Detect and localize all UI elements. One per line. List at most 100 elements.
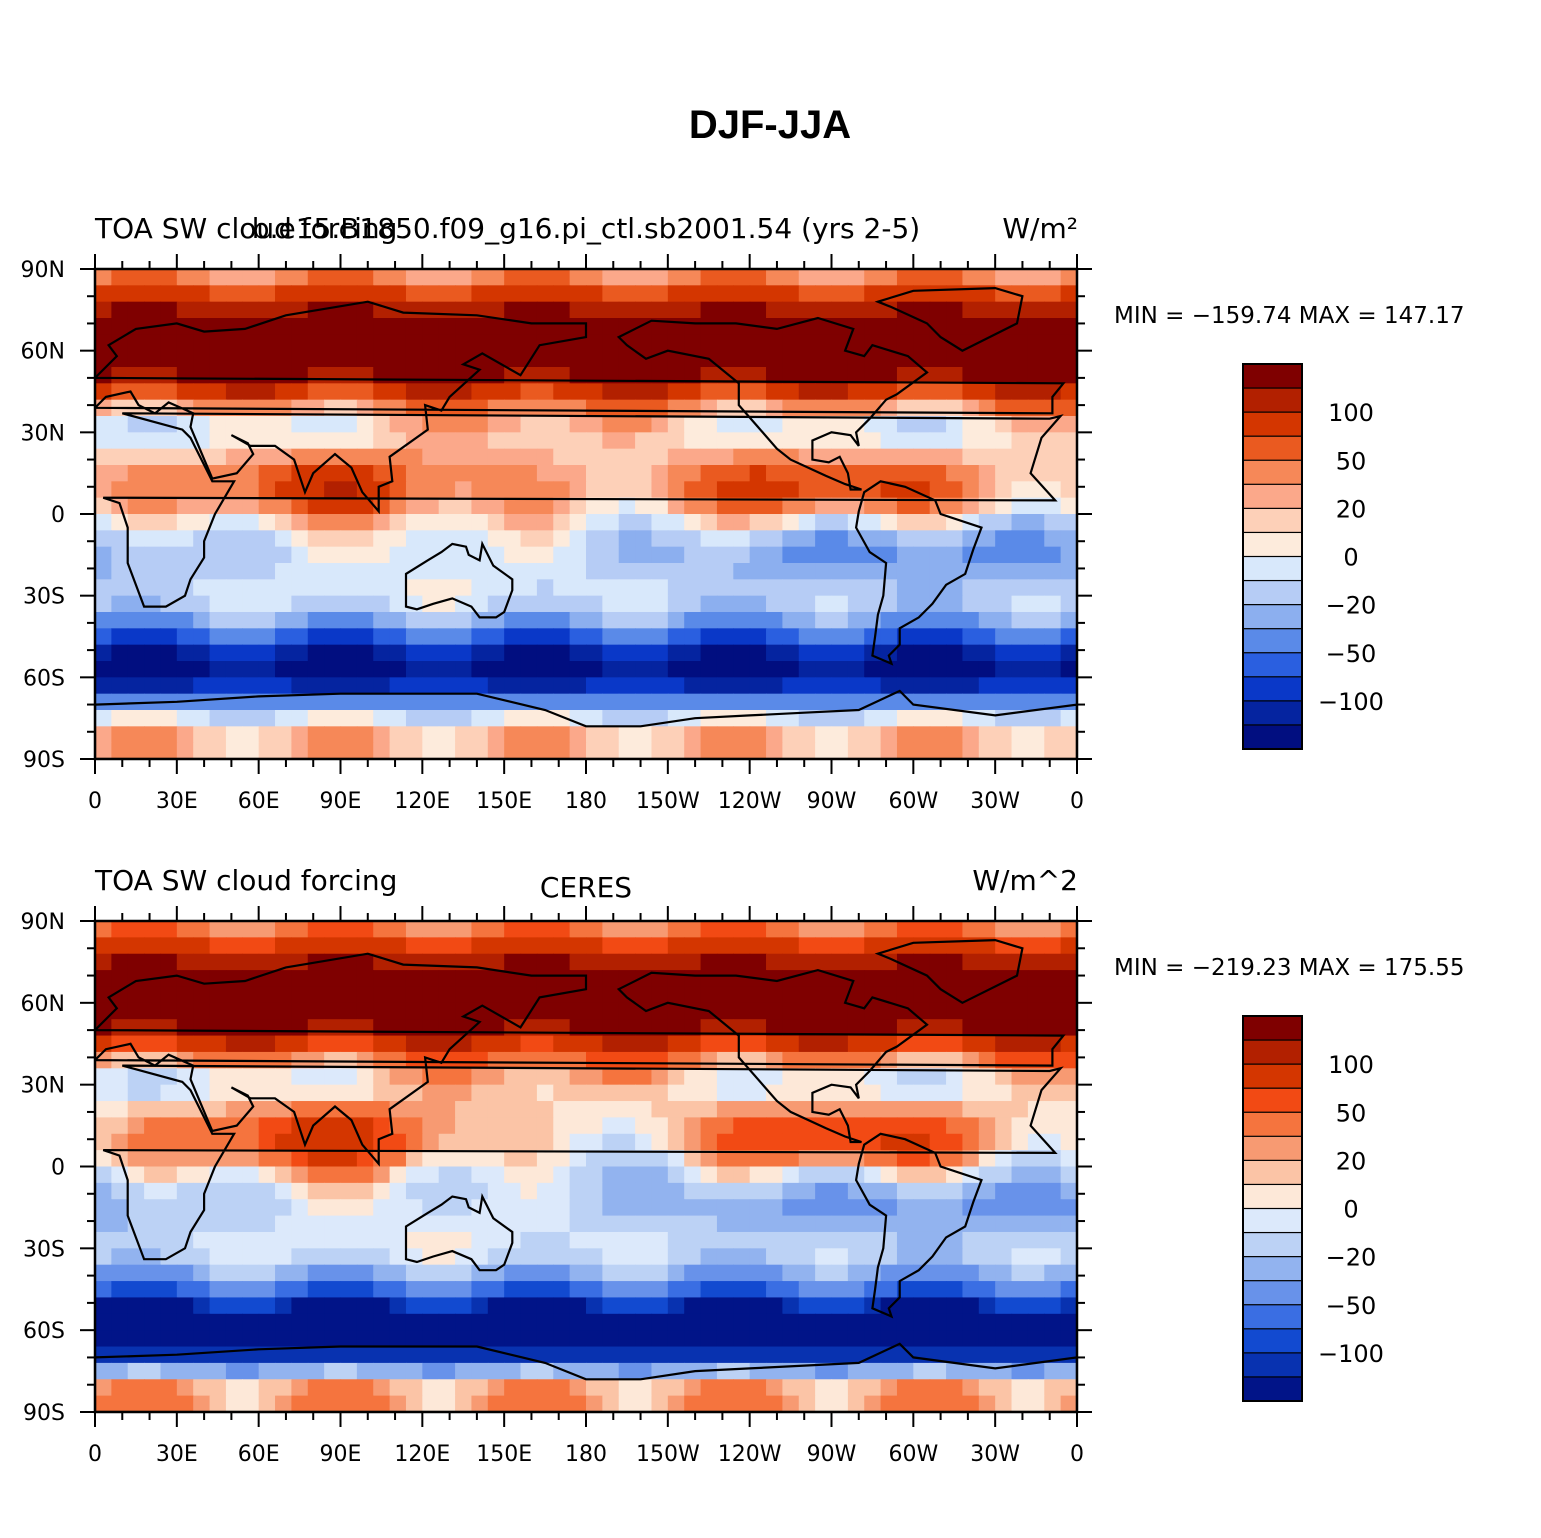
field-cell [962,1264,980,1282]
field-cell [242,579,260,597]
field-cell [144,1313,162,1331]
field-cell [487,612,505,629]
field-cell [373,1101,391,1118]
field-cell [586,334,603,352]
field-cell [864,1150,882,1168]
field-cell [127,416,145,433]
field-cell [275,416,292,433]
field-cell [1027,1150,1045,1168]
field-cell [291,1346,309,1364]
field-cell [896,514,914,531]
field-cell [962,1117,980,1135]
field-cell [144,481,162,499]
field-cell [95,986,112,1004]
field-cell [946,1101,964,1118]
field-cell [356,416,374,433]
field-cell [1011,726,1029,744]
field-cell [405,334,423,352]
field-cell [618,1068,636,1086]
field-cell [438,301,456,319]
field-cell [1044,269,1062,286]
field-cell [1060,1248,1077,1266]
field-cell [127,1084,145,1102]
field-cell [700,1330,718,1348]
field-cell [782,1264,800,1282]
field-cell [569,628,587,646]
field-cell [438,1101,456,1118]
field-cell [569,318,587,335]
field-cell [798,742,816,759]
field-cell [356,383,374,401]
field-cell [553,1150,571,1168]
field-cell [176,921,194,938]
field-cell [978,953,996,971]
field-cell [913,269,931,286]
field-cell [1044,921,1062,938]
field-cell [275,1166,292,1184]
field-cell [1011,530,1029,548]
field-cell [275,432,292,450]
colorbar-swatch [1242,652,1303,678]
field-cell [913,1166,931,1184]
field-cell [1011,367,1029,384]
field-cell [700,953,718,971]
field-cell [160,710,178,727]
field-cell [1044,677,1062,695]
field-cell [487,285,505,303]
field-cell [847,1395,865,1412]
field-cell [405,1281,423,1299]
field-cell [569,1297,587,1315]
field-cell [1060,383,1077,401]
field-cell [324,530,342,548]
field-cell [144,1248,162,1266]
field-cell [651,661,669,678]
field-cell [225,481,243,499]
x-tick-label: 30E [156,1442,198,1467]
field-cell [127,1150,145,1168]
field-cell [209,383,227,401]
field-cell [798,1133,816,1151]
field-cell [520,285,538,303]
field-cell [716,1248,734,1266]
field-cell [242,367,260,384]
field-cell [602,1313,620,1331]
field-cell [978,1395,996,1412]
field-cell [700,1297,718,1315]
field-cell [291,953,309,971]
field-cell [487,1084,505,1102]
field-cell [471,1182,489,1200]
field-cell [831,432,849,450]
field-cell [667,1199,685,1217]
field-cell [651,595,669,613]
field-cell [487,1231,505,1249]
field-cell [160,628,178,646]
field-cell [847,546,865,564]
field-cell [716,953,734,971]
field-cell [536,1182,554,1200]
field-cell [586,970,603,988]
field-cell [455,563,473,580]
field-cell [651,383,669,401]
field-cell [324,432,342,450]
field-cell [815,383,833,401]
field-cell [929,432,947,450]
field-cell [438,1231,456,1249]
field-cell [127,448,145,466]
field-cell [684,1166,702,1184]
field-cell [569,661,587,678]
field-cell [569,1313,587,1331]
field-cell [651,301,669,319]
field-cell [504,1068,522,1086]
field-cell [667,318,685,335]
field-cell [225,1002,243,1020]
field-cell [1060,1019,1077,1037]
field-cell [635,1133,653,1151]
field-cell [225,514,243,531]
field-cell [798,595,816,613]
field-cell [160,497,178,515]
field-cell [422,710,440,727]
field-cell [733,1002,751,1020]
field-cell [487,937,505,955]
field-cell [209,1313,227,1331]
field-cell [700,1084,718,1102]
